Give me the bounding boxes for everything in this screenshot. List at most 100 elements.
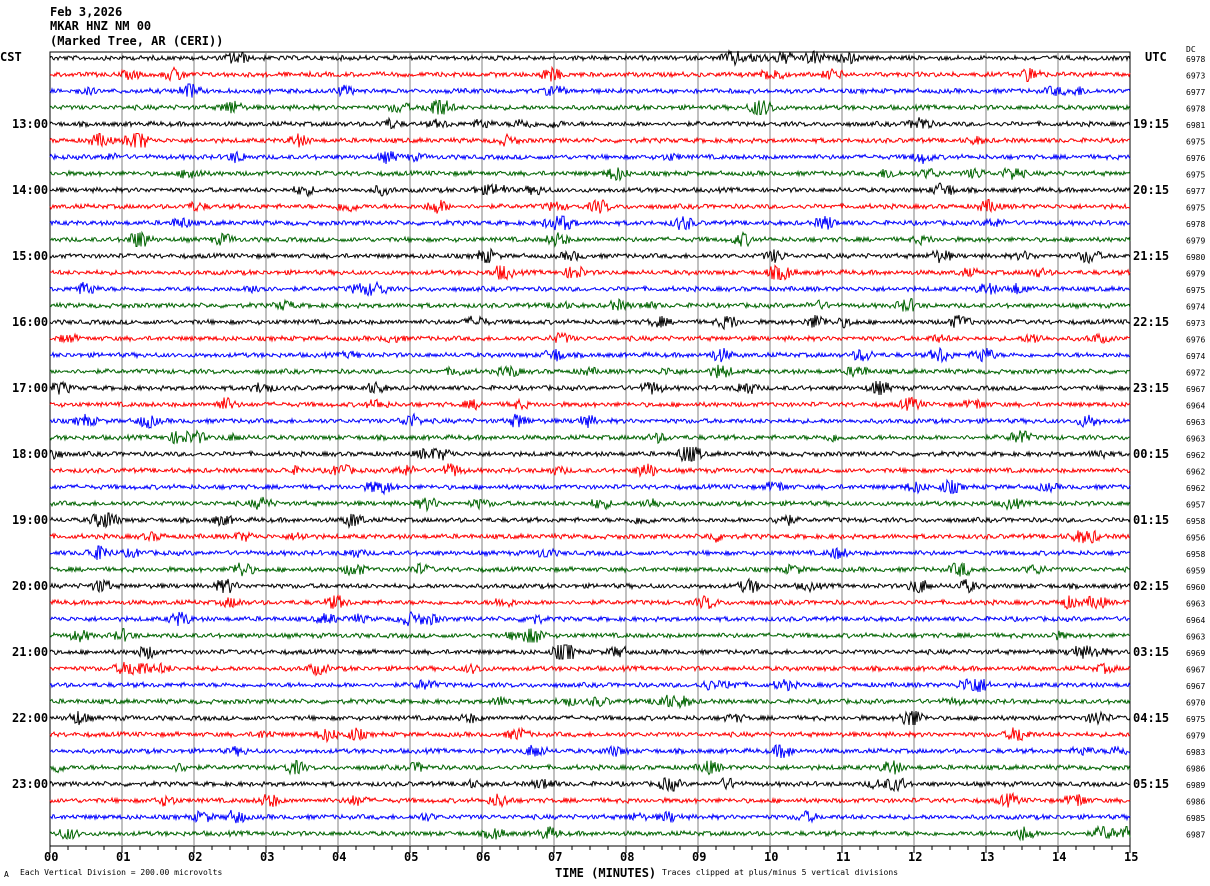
dc-value: 6960	[1186, 583, 1205, 592]
cst-axis-title: CST	[0, 50, 22, 64]
seismic-trace	[49, 364, 1131, 379]
seismic-trace	[49, 412, 1131, 429]
dc-value: 6967	[1186, 666, 1205, 675]
dc-value: 6986	[1186, 798, 1205, 807]
dc-value: 6974	[1186, 303, 1205, 312]
utc-time-label: 23:15	[1133, 381, 1169, 395]
dc-value: 6970	[1186, 699, 1205, 708]
dc-value: 6985	[1186, 814, 1205, 823]
seismic-trace	[49, 824, 1131, 842]
x-tick-label: 12	[908, 850, 922, 864]
dc-value: 6962	[1186, 451, 1205, 460]
seismic-trace	[49, 678, 1131, 693]
seismic-trace	[49, 759, 1131, 776]
dc-value: 6975	[1186, 204, 1205, 213]
cst-time-label: 15:00	[12, 249, 48, 263]
dc-value: 6963	[1186, 600, 1205, 609]
seismic-trace	[49, 577, 1131, 594]
utc-time-label: 21:15	[1133, 249, 1169, 263]
seismic-trace	[49, 809, 1131, 824]
seismic-trace	[49, 49, 1131, 67]
seismic-trace	[49, 545, 1131, 561]
seismic-trace	[49, 230, 1131, 248]
seismic-trace	[49, 396, 1131, 411]
utc-time-label: 03:15	[1133, 645, 1169, 659]
dc-value: 6969	[1186, 649, 1205, 658]
seismic-trace	[49, 83, 1131, 98]
dc-value: 6980	[1186, 253, 1205, 262]
station-label: MKAR HNZ NM 00	[50, 19, 151, 33]
dc-value: 6977	[1186, 187, 1205, 196]
dc-value: 6963	[1186, 418, 1205, 427]
cst-time-label: 20:00	[12, 579, 48, 593]
dc-value: 6974	[1186, 352, 1205, 361]
x-tick-label: 04	[332, 850, 346, 864]
utc-time-label: 19:15	[1133, 117, 1169, 131]
cst-time-label: 22:00	[12, 711, 48, 725]
x-tick-label: 14	[1052, 850, 1066, 864]
clip-note: Traces clipped at plus/minus 5 vertical …	[662, 868, 898, 877]
seismic-trace	[49, 744, 1131, 758]
seismic-trace	[49, 132, 1131, 148]
seismic-trace	[49, 198, 1131, 214]
seismic-trace	[49, 496, 1131, 513]
seismic-trace	[49, 264, 1131, 281]
cst-time-label: 23:00	[12, 777, 48, 791]
dc-value: 6978	[1186, 220, 1205, 229]
seismic-trace	[49, 777, 1131, 793]
seismic-trace	[49, 694, 1131, 710]
dc-value: 6975	[1186, 138, 1205, 147]
seismic-trace	[49, 791, 1131, 809]
location-label: (Marked Tree, AR (CERI))	[50, 34, 223, 48]
dc-value: 6975	[1186, 171, 1205, 180]
x-tick-label: 08	[620, 850, 634, 864]
x-tick-label: 02	[188, 850, 202, 864]
dc-value: 6962	[1186, 484, 1205, 493]
x-axis-title: TIME (MINUTES)	[555, 866, 656, 880]
cst-time-label: 13:00	[12, 117, 48, 131]
seismic-trace	[49, 644, 1131, 660]
seismic-trace	[49, 710, 1131, 726]
utc-time-label: 00:15	[1133, 447, 1169, 461]
x-tick-label: 01	[116, 850, 130, 864]
dc-value: 6972	[1186, 369, 1205, 378]
dc-value: 6981	[1186, 121, 1205, 130]
dc-value: 6976	[1186, 154, 1205, 163]
utc-time-label: 20:15	[1133, 183, 1169, 197]
seismic-trace	[49, 247, 1131, 265]
cst-time-label: 21:00	[12, 645, 48, 659]
grid	[49, 51, 1131, 847]
seismic-trace	[49, 512, 1131, 529]
dc-value: 6963	[1186, 435, 1205, 444]
seismic-trace	[49, 380, 1131, 396]
utc-time-label: 04:15	[1133, 711, 1169, 725]
utc-axis-title: UTC	[1145, 50, 1167, 64]
dc-value: 6989	[1186, 781, 1205, 790]
dc-value: 6977	[1186, 88, 1205, 97]
dc-value: 6959	[1186, 567, 1205, 576]
seismic-trace	[49, 99, 1131, 116]
seismic-trace	[49, 150, 1131, 164]
x-tick-label: 11	[836, 850, 850, 864]
dc-value: 6987	[1186, 831, 1205, 840]
dc-value: 6979	[1186, 237, 1205, 246]
seismic-trace	[49, 65, 1131, 83]
cst-time-label: 16:00	[12, 315, 48, 329]
seismic-trace	[49, 314, 1131, 331]
dc-value: 6958	[1186, 550, 1205, 559]
x-tick-label: 05	[404, 850, 418, 864]
seismic-trace	[49, 280, 1131, 297]
traces	[49, 49, 1131, 842]
time-labels: 6978 6973 6977 6978 6981 6975 6976 6975 6977 6975…	[12, 55, 1205, 840]
dc-value: 6986	[1186, 765, 1205, 774]
x-tick-label: 10	[764, 850, 778, 864]
utc-time-label: 02:15	[1133, 579, 1169, 593]
seismic-trace	[49, 346, 1131, 364]
dc-value: 6963	[1186, 633, 1205, 642]
dc-value: 6967	[1186, 385, 1205, 394]
dc-value: 6978	[1186, 55, 1205, 64]
seismic-trace	[49, 446, 1131, 463]
dc-value: 6962	[1186, 468, 1205, 477]
cst-time-label: 14:00	[12, 183, 48, 197]
seismic-trace	[49, 593, 1131, 610]
